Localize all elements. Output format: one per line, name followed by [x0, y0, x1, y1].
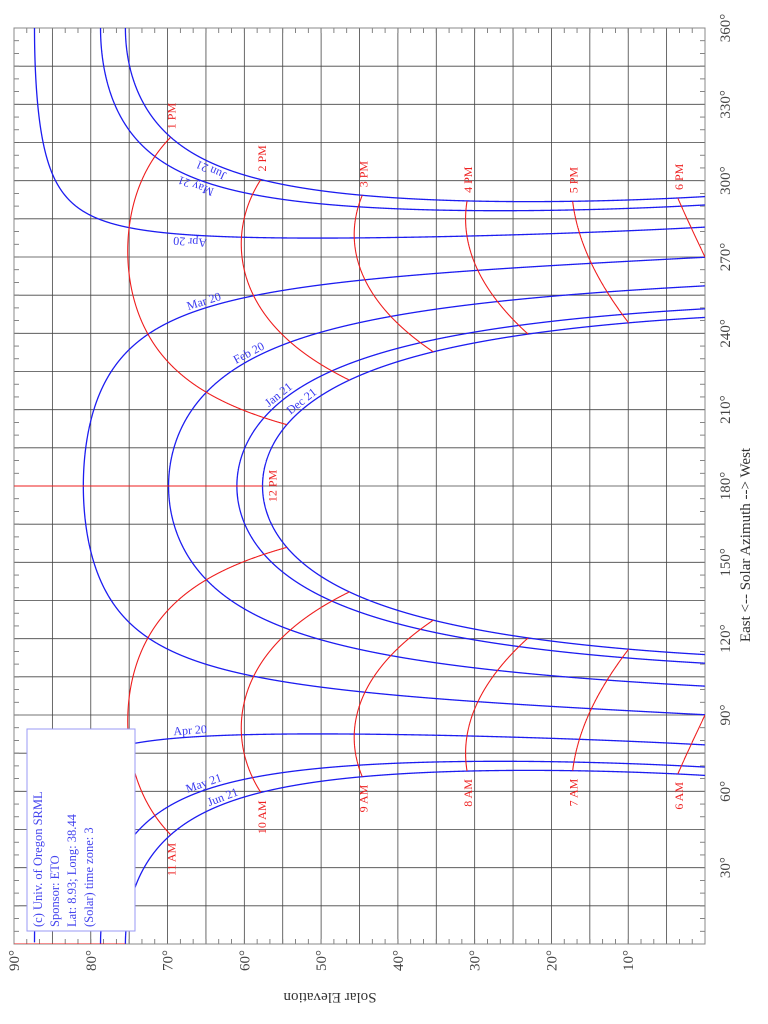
elevation-tick-label: 30°: [468, 950, 484, 971]
hour-label: 4 PM: [461, 166, 475, 193]
hour-line-2-pm: [240, 179, 350, 381]
plot-frame: [13, 27, 706, 945]
elevation-tick-label: 40°: [391, 950, 407, 971]
hour-label: 7 AM: [567, 778, 581, 806]
axis-tick-labels: 30° 60° 90° 120° 150° 180° 210° 240° 270° 300° 330…: [7, 14, 734, 971]
x-axis-title: East <-- Solar Azimuth --> West: [738, 447, 754, 642]
azimuth-tick-label: 240°: [718, 319, 734, 348]
hour-line-5-pm: [572, 201, 630, 324]
date-label: Feb 20: [231, 339, 267, 367]
azimuth-tick-label: 120°: [718, 624, 734, 653]
hour-lines: [14, 136, 705, 944]
hour-label: 8 AM: [461, 779, 475, 807]
info-line-3: Lat: 8.93; Long: 38.44: [65, 813, 79, 927]
info-line-4: (Solar) time zone: 3: [82, 827, 96, 927]
azimuth-tick-label: 330°: [718, 90, 734, 119]
date-label: Apr 20: [173, 234, 208, 250]
y-axis-title: Solar Elevation: [283, 989, 376, 1005]
hour-line-4-pm: [465, 200, 529, 335]
date-curve-may-21: [99, 28, 705, 212]
azimuth-tick-label: 360°: [718, 14, 734, 43]
hour-label: 3 PM: [356, 161, 370, 188]
hour-label: 2 PM: [255, 145, 269, 172]
hour-line-8-am: [465, 637, 529, 772]
hour-line-3-pm: [353, 195, 434, 353]
info-box: (c) Univ. of Oregon SRML Sponsor: ETO La…: [26, 728, 136, 932]
hour-label: 6 PM: [672, 163, 686, 190]
elevation-tick-label: 20°: [544, 950, 560, 971]
hour-line-10-am: [240, 591, 350, 793]
azimuth-tick-label: 90°: [718, 705, 734, 726]
date-curve-jun-21: [124, 28, 705, 203]
hour-line-7-am: [572, 648, 630, 771]
azimuth-tick-label: 30°: [718, 857, 734, 878]
date-label: Mar 20: [185, 289, 223, 313]
elevation-tick-label: 90°: [7, 950, 23, 971]
hour-label: 12 PM: [266, 469, 280, 502]
info-line-1: (c) Univ. of Oregon SRML: [31, 791, 45, 927]
azimuth-tick-label: 60°: [718, 781, 734, 802]
hour-label: 9 AM: [356, 784, 370, 812]
elevation-tick-label: 50°: [314, 950, 330, 971]
date-curve-may-21: [99, 760, 705, 944]
hour-label: 6 AM: [672, 782, 686, 810]
azimuth-tick-label: 150°: [718, 548, 734, 577]
hour-label: 5 PM: [567, 167, 581, 194]
azimuth-tick-label: 270°: [718, 243, 734, 272]
elevation-tick-label: 10°: [621, 950, 637, 971]
elevation-tick-label: 80°: [84, 950, 100, 971]
hour-label: 1 PM: [165, 103, 179, 130]
hour-line-11-am: [127, 546, 288, 836]
azimuth-tick-label: 210°: [718, 395, 734, 424]
elevation-tick-label: 60°: [237, 950, 253, 971]
elevation-tick-label: 70°: [161, 950, 177, 971]
azimuth-tick-label: 180°: [718, 472, 734, 501]
hour-line-6-pm: [677, 197, 705, 258]
date-curve-jun-21: [124, 769, 705, 944]
date-curve-apr-20: [33, 28, 705, 239]
hour-line-1-pm: [127, 136, 288, 426]
hour-line-6-am: [677, 714, 705, 775]
hour-label: 11 AM: [165, 842, 179, 876]
hour-label: 10 AM: [255, 800, 269, 834]
date-label: Apr 20: [173, 722, 208, 738]
info-line-2: Sponsor: ETO: [48, 855, 62, 927]
azimuth-tick-label: 300°: [718, 166, 734, 195]
hour-line-9-am: [353, 619, 434, 777]
